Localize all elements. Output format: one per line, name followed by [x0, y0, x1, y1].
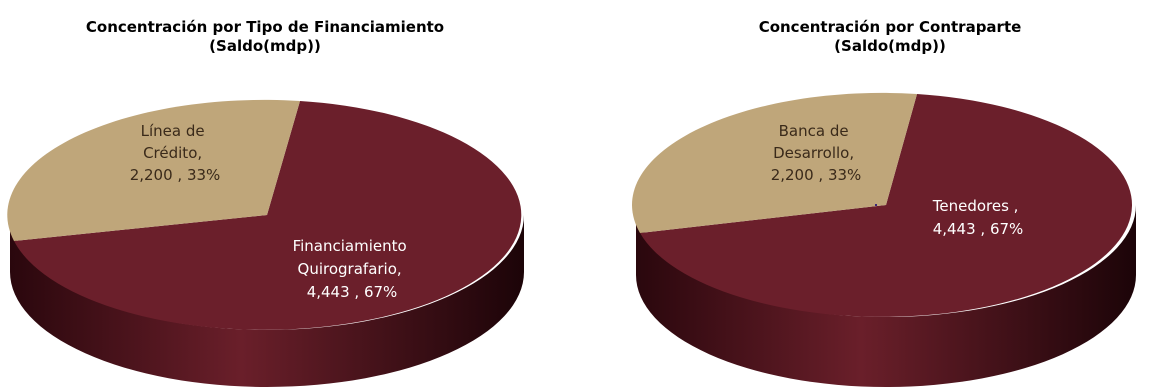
- slice-label-line: Tenedores ,: [932, 197, 1019, 215]
- chart-panel-tipo-financiamiento: Concentración por Tipo de Financiamiento…: [0, 0, 540, 392]
- slice-label-line: 4,443 , 67%: [933, 220, 1024, 238]
- center-marker: [875, 204, 877, 206]
- slice-label-line: Crédito,: [143, 144, 202, 162]
- slice-label-financiamiento-quirografario: Financiamiento Quirografario, 4,443 , 67…: [293, 237, 412, 301]
- chart-title-line1: Concentración por Tipo de Financiamiento: [85, 18, 445, 36]
- pie-slice-banca-de-desarrollo: [632, 92, 917, 233]
- slice-label-line: 2,200 , 33%: [130, 166, 221, 184]
- slice-label-linea-de-credito: Línea de Crédito, 2,200 , 33%: [130, 122, 221, 184]
- slice-label-banca-de-desarrollo: Banca de Desarrollo, 2,200 , 33%: [771, 122, 862, 184]
- pie-side-wall: [10, 215, 524, 387]
- chart-title: Concentración por Tipo de Financiamiento…: [0, 18, 530, 56]
- pie-chart-tipo-financiamiento: Línea de Crédito, 2,200 , 33% Financiami…: [7, 99, 524, 387]
- slice-label-tenedores: Tenedores , 4,443 , 67%: [932, 197, 1024, 238]
- slice-label-line: 2,200 , 33%: [771, 166, 862, 184]
- chart-title-line2: (Saldo(mdp)): [209, 37, 321, 55]
- slice-label-line: Quirografario,: [298, 260, 402, 278]
- chart-panel-contraparte: Concentración por Contraparte (Saldo(mdp…: [620, 0, 1149, 392]
- pie-side-wall: [636, 205, 1136, 387]
- chart-title-line2: (Saldo(mdp)): [834, 37, 946, 55]
- slice-label-line: 4,443 , 67%: [307, 283, 398, 301]
- slice-label-line: Línea de: [141, 122, 205, 140]
- pie-slice-tenedores: [640, 94, 1133, 317]
- chart-title-line1: Concentración por Contraparte: [758, 18, 1022, 36]
- pie-slice-financiamiento-quirografario: [14, 101, 522, 330]
- chart-title: Concentración por Contraparte (Saldo(mdp…: [630, 18, 1149, 56]
- slice-label-line: Financiamiento: [293, 237, 407, 255]
- pie-slice-linea-de-credito: [7, 99, 301, 242]
- pie-chart-contraparte: Banca de Desarrollo, 2,200 , 33% Tenedor…: [632, 92, 1136, 387]
- slice-label-line: Banca de: [779, 122, 849, 140]
- slice-label-line: Desarrollo,: [773, 144, 854, 162]
